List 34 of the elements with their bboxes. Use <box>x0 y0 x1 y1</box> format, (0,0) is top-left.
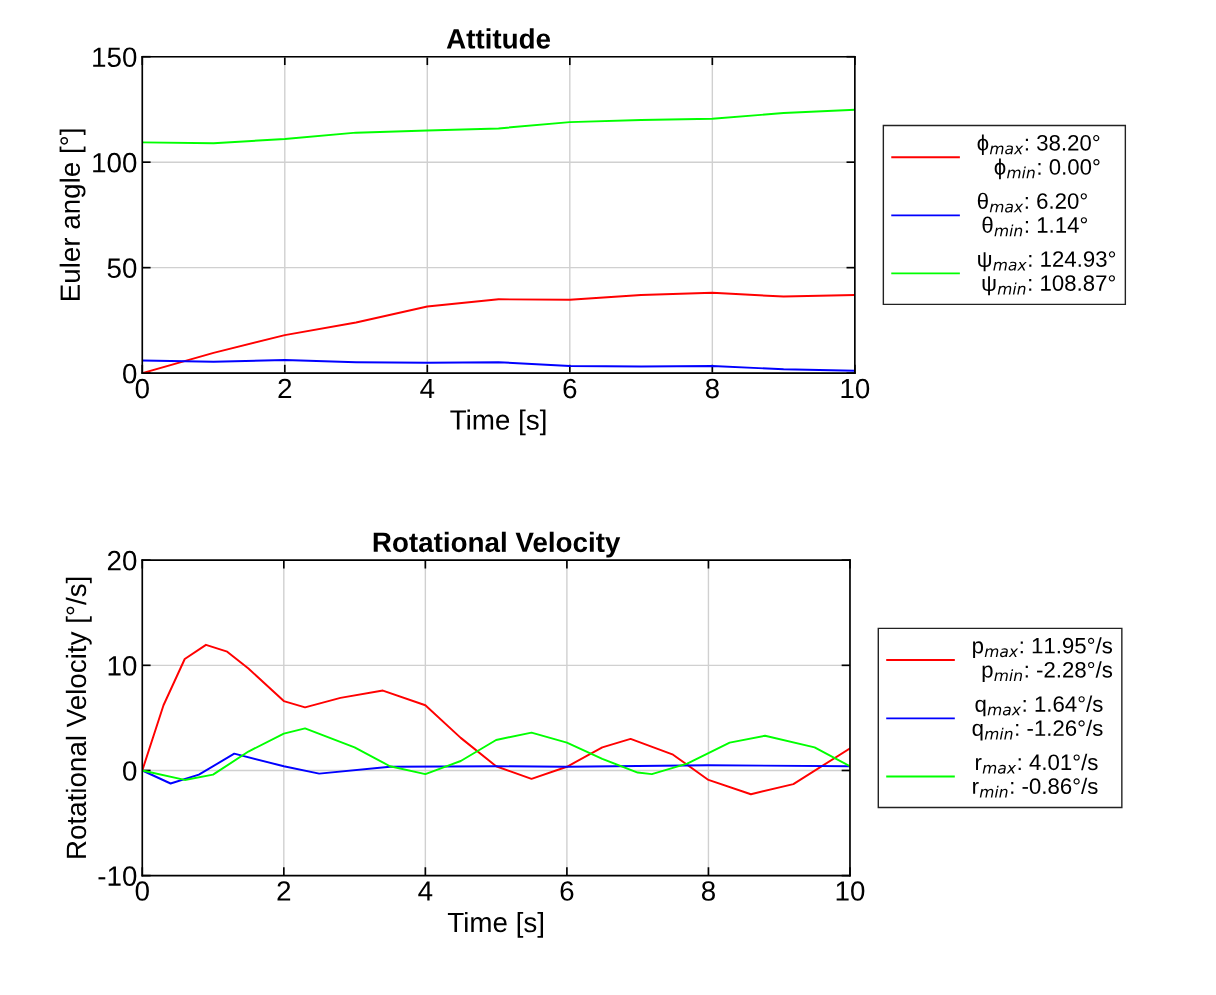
y-tick-label: 10 <box>108 655 137 676</box>
x-axis-title: Time [s] <box>450 409 546 436</box>
x-tick-label: 8 <box>705 378 719 399</box>
x-tick-label: 10 <box>841 378 870 399</box>
x-tick-label: 10 <box>836 881 865 901</box>
chart-title: Attitude <box>446 28 551 49</box>
chart-title: Rotational Velocity <box>373 531 621 558</box>
y-axis-title: Rotational Velocity [°/s] <box>65 577 92 858</box>
line-series <box>142 643 850 796</box>
y-tick-label: 20 <box>107 550 137 571</box>
y-tick-label: 0 <box>123 761 137 781</box>
x-axis-title: Time [s] <box>447 911 544 938</box>
x-tick-label: 2 <box>277 881 291 901</box>
x-tick-label: 6 <box>560 881 574 901</box>
y-tick-label: 100 <box>93 152 137 173</box>
y-tick-label: 150 <box>93 47 137 68</box>
legend-label: ϕ$_{max}$: 38.20° ϕ$_{min}$: 0.00° <box>977 134 1100 180</box>
text: p$_{max}$: 11.95°/s p$_{min}$: -2.28°/s <box>973 637 1113 683</box>
line-series <box>142 727 850 781</box>
text: q$_{max}$: 1.64°/s q$_{min}$: -1.26°/s <box>972 695 1103 741</box>
y-axis-title: Euler angle [°] <box>59 129 86 301</box>
line-series <box>142 108 855 145</box>
x-tick-label: 4 <box>418 881 433 901</box>
y-tick-label: -10 <box>98 866 137 886</box>
x-tick-label: 2 <box>278 378 292 399</box>
y-tick-label: 0 <box>123 363 137 384</box>
x-tick-label: 8 <box>701 881 715 901</box>
line-series <box>142 752 850 785</box>
x-tick-label: 6 <box>563 378 577 399</box>
text: ψ$_{max}$: 124.93° ψ$_{min}$: 108.87° <box>978 251 1116 296</box>
text: r$_{max}$: 4.01°/s r$_{min}$: -0.86°/s <box>973 753 1098 798</box>
x-tick-label: 4 <box>420 379 435 399</box>
y-tick-label: 50 <box>107 258 137 278</box>
text: θ$_{max}$: 6.20° θ$_{min}$: 1.14° <box>977 192 1088 237</box>
